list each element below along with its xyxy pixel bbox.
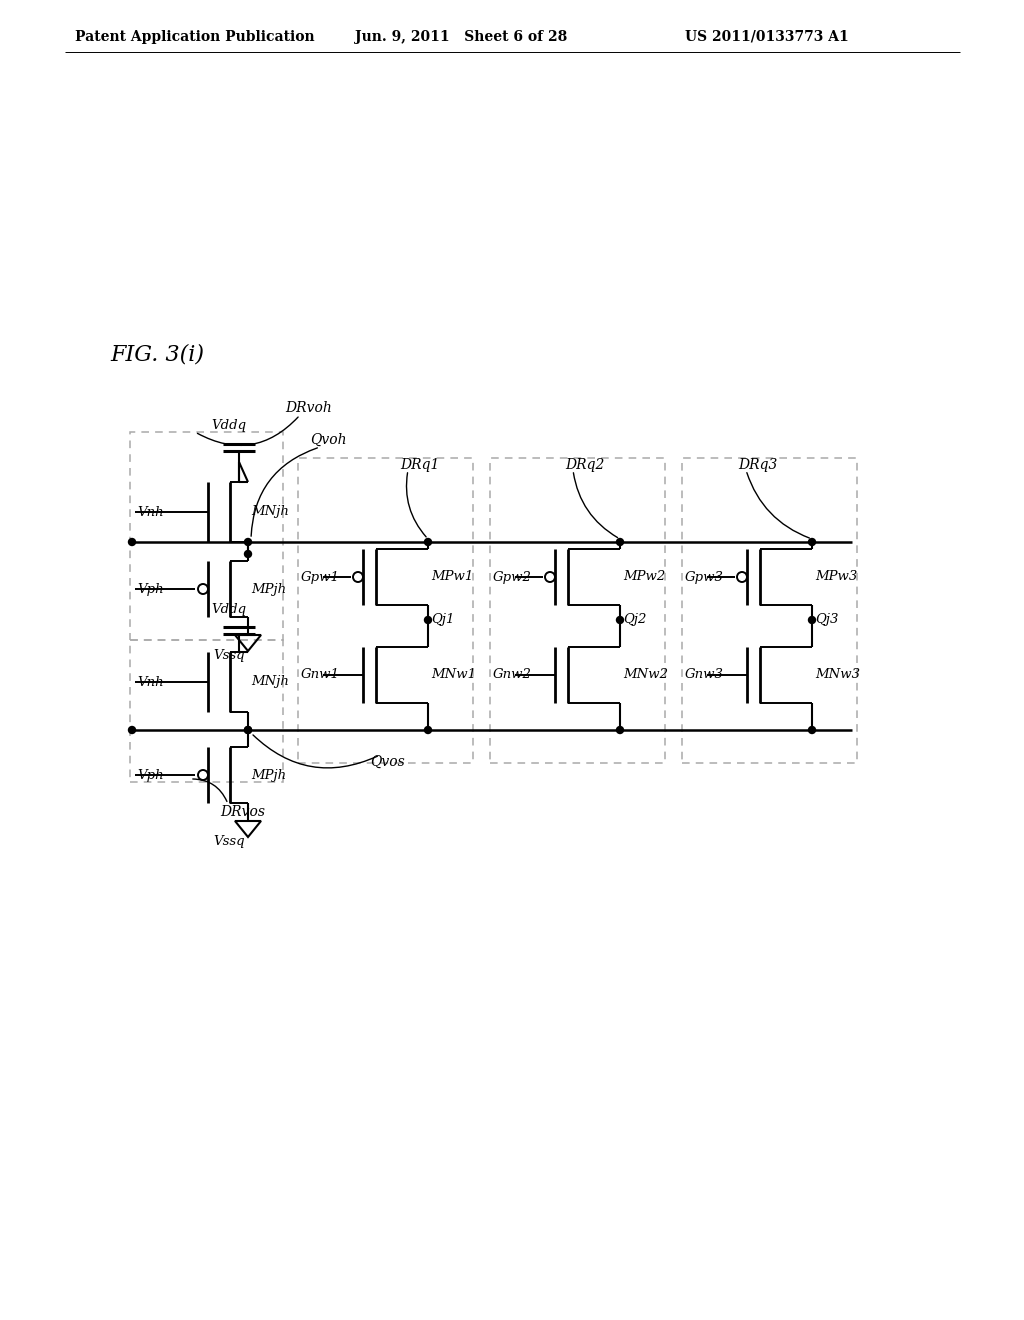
Circle shape bbox=[245, 539, 252, 545]
Text: Jun. 9, 2011   Sheet 6 of 28: Jun. 9, 2011 Sheet 6 of 28 bbox=[355, 30, 567, 44]
Text: DRq1: DRq1 bbox=[400, 458, 439, 473]
Text: MNjh: MNjh bbox=[251, 506, 289, 519]
Text: Gpw3: Gpw3 bbox=[685, 570, 724, 583]
Circle shape bbox=[245, 550, 252, 557]
Circle shape bbox=[809, 726, 815, 734]
Text: DRvoh: DRvoh bbox=[285, 401, 332, 414]
Bar bbox=[130, 432, 283, 640]
Text: Vddq: Vddq bbox=[211, 602, 246, 615]
Circle shape bbox=[425, 726, 431, 734]
Text: Vnh: Vnh bbox=[137, 676, 164, 689]
Circle shape bbox=[616, 539, 624, 545]
Text: Gpw2: Gpw2 bbox=[493, 570, 531, 583]
Text: MPjh: MPjh bbox=[251, 768, 286, 781]
Circle shape bbox=[809, 616, 815, 623]
Text: DRvos: DRvos bbox=[220, 805, 265, 818]
Circle shape bbox=[425, 539, 431, 545]
Text: Qvos: Qvos bbox=[370, 755, 404, 770]
Text: MNjh: MNjh bbox=[251, 676, 289, 689]
Circle shape bbox=[128, 539, 135, 545]
Text: FIG. 3(i): FIG. 3(i) bbox=[110, 345, 204, 366]
Text: DRq2: DRq2 bbox=[565, 458, 604, 473]
Text: Gnw1: Gnw1 bbox=[301, 668, 340, 681]
Bar bbox=[490, 458, 665, 763]
Text: Vph: Vph bbox=[137, 768, 164, 781]
Text: MPw2: MPw2 bbox=[623, 570, 666, 583]
Text: Gpw1: Gpw1 bbox=[301, 570, 340, 583]
Text: MPw3: MPw3 bbox=[815, 570, 857, 583]
Text: DRq3: DRq3 bbox=[738, 458, 777, 473]
Text: Vssq: Vssq bbox=[213, 834, 245, 847]
Bar bbox=[298, 458, 473, 763]
Circle shape bbox=[245, 726, 252, 734]
Text: Vnh: Vnh bbox=[137, 506, 164, 519]
Text: Gnw2: Gnw2 bbox=[493, 668, 531, 681]
Text: MPjh: MPjh bbox=[251, 582, 286, 595]
Circle shape bbox=[616, 726, 624, 734]
Circle shape bbox=[616, 616, 624, 623]
Text: Qvoh: Qvoh bbox=[310, 433, 346, 447]
Text: Qj3: Qj3 bbox=[815, 614, 839, 627]
Text: Gnw3: Gnw3 bbox=[685, 668, 724, 681]
Text: Patent Application Publication: Patent Application Publication bbox=[75, 30, 314, 44]
Bar bbox=[130, 640, 283, 781]
Text: Vph: Vph bbox=[137, 582, 164, 595]
Text: Qj1: Qj1 bbox=[431, 614, 455, 627]
Text: MNw1: MNw1 bbox=[431, 668, 476, 681]
Text: MPw1: MPw1 bbox=[431, 570, 473, 583]
Text: MNw3: MNw3 bbox=[815, 668, 860, 681]
Text: MNw2: MNw2 bbox=[623, 668, 668, 681]
Circle shape bbox=[425, 616, 431, 623]
Text: Vssq: Vssq bbox=[213, 648, 245, 661]
Bar bbox=[682, 458, 857, 763]
Text: Vddq: Vddq bbox=[211, 420, 246, 433]
Circle shape bbox=[809, 539, 815, 545]
Circle shape bbox=[128, 726, 135, 734]
Text: Qj2: Qj2 bbox=[623, 614, 646, 627]
Text: US 2011/0133773 A1: US 2011/0133773 A1 bbox=[685, 30, 849, 44]
Circle shape bbox=[245, 726, 252, 734]
